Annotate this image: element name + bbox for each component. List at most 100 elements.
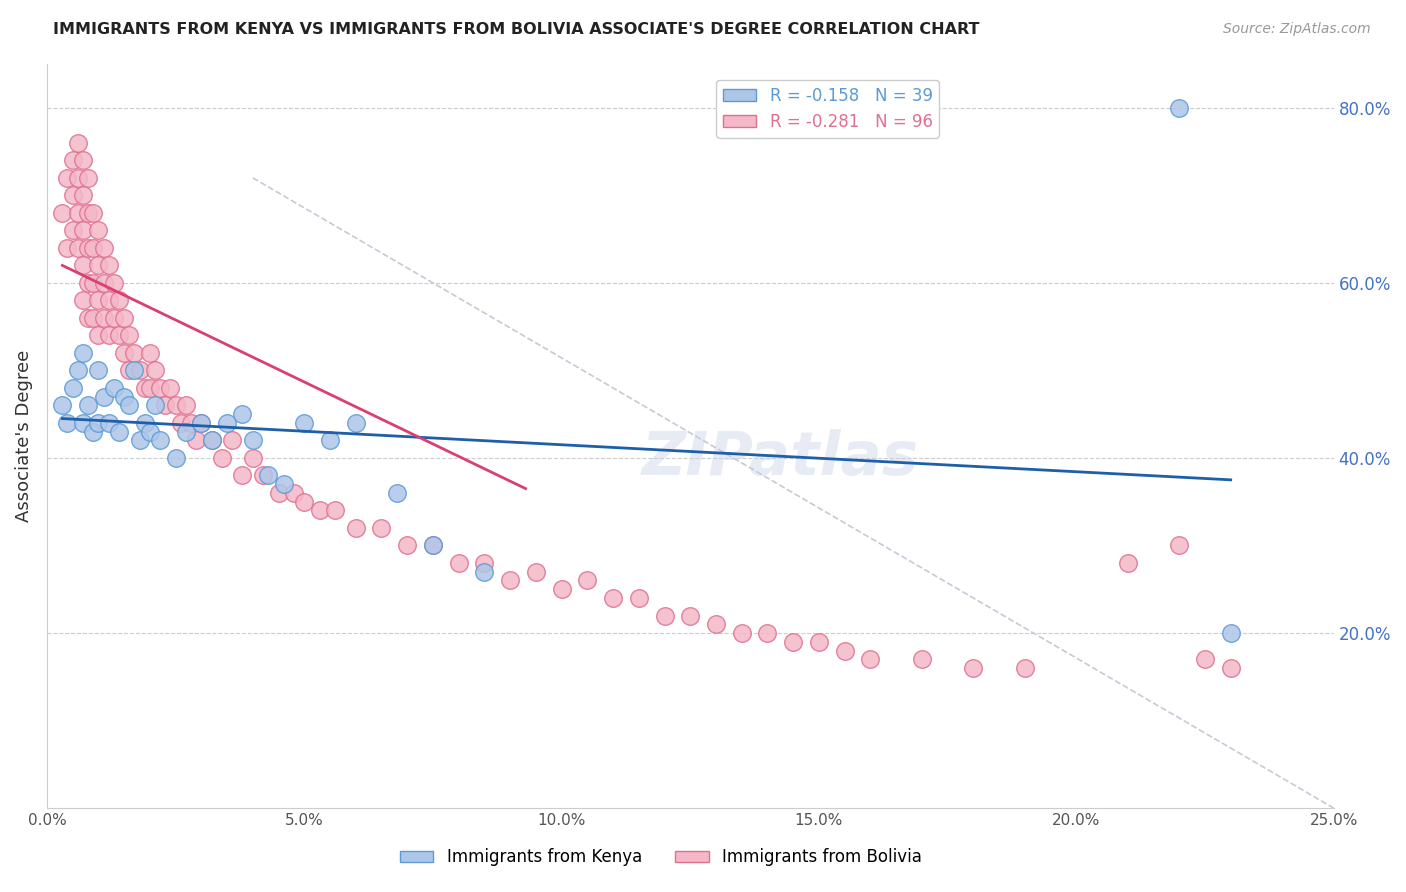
Text: IMMIGRANTS FROM KENYA VS IMMIGRANTS FROM BOLIVIA ASSOCIATE'S DEGREE CORRELATION : IMMIGRANTS FROM KENYA VS IMMIGRANTS FROM… <box>53 22 980 37</box>
Point <box>155 399 177 413</box>
Point <box>134 381 156 395</box>
Point <box>165 450 187 465</box>
Point <box>143 363 166 377</box>
Point <box>66 363 89 377</box>
Point <box>911 652 934 666</box>
Point <box>370 521 392 535</box>
Point <box>82 206 104 220</box>
Point <box>385 486 408 500</box>
Point <box>221 434 243 448</box>
Point <box>139 425 162 439</box>
Point <box>731 626 754 640</box>
Point <box>77 170 100 185</box>
Point <box>112 346 135 360</box>
Point <box>87 363 110 377</box>
Point <box>319 434 342 448</box>
Point <box>66 206 89 220</box>
Point <box>93 276 115 290</box>
Point <box>87 259 110 273</box>
Point <box>1168 101 1191 115</box>
Point <box>87 293 110 308</box>
Point <box>56 416 79 430</box>
Point <box>108 425 131 439</box>
Point <box>97 416 120 430</box>
Point <box>174 425 197 439</box>
Point <box>252 468 274 483</box>
Point <box>1168 539 1191 553</box>
Legend: Immigrants from Kenya, Immigrants from Bolivia: Immigrants from Kenya, Immigrants from B… <box>394 842 928 873</box>
Point <box>66 241 89 255</box>
Point <box>77 206 100 220</box>
Point <box>93 390 115 404</box>
Point <box>103 310 125 325</box>
Point <box>782 634 804 648</box>
Point <box>72 416 94 430</box>
Point <box>139 346 162 360</box>
Point <box>292 416 315 430</box>
Point <box>103 381 125 395</box>
Point <box>257 468 280 483</box>
Point <box>149 434 172 448</box>
Point <box>143 399 166 413</box>
Point <box>190 416 212 430</box>
Point <box>82 310 104 325</box>
Point <box>87 328 110 343</box>
Point <box>1219 626 1241 640</box>
Point <box>292 494 315 508</box>
Point <box>576 574 599 588</box>
Point <box>118 399 141 413</box>
Point <box>82 276 104 290</box>
Point <box>77 276 100 290</box>
Point <box>128 434 150 448</box>
Y-axis label: Associate's Degree: Associate's Degree <box>15 350 32 522</box>
Point <box>56 170 79 185</box>
Point <box>108 293 131 308</box>
Point <box>93 310 115 325</box>
Point <box>962 661 984 675</box>
Point <box>499 574 522 588</box>
Point <box>174 399 197 413</box>
Point <box>474 565 496 579</box>
Point <box>149 381 172 395</box>
Point <box>97 259 120 273</box>
Point <box>170 416 193 430</box>
Point <box>308 503 330 517</box>
Point <box>550 582 572 597</box>
Point <box>273 477 295 491</box>
Point <box>66 136 89 150</box>
Point <box>82 425 104 439</box>
Point <box>72 188 94 202</box>
Point <box>1014 661 1036 675</box>
Point <box>679 608 702 623</box>
Point <box>215 416 238 430</box>
Point <box>344 521 367 535</box>
Point <box>602 591 624 605</box>
Point <box>72 259 94 273</box>
Point <box>524 565 547 579</box>
Point <box>190 416 212 430</box>
Point <box>627 591 650 605</box>
Point <box>87 223 110 237</box>
Point <box>112 390 135 404</box>
Point <box>267 486 290 500</box>
Point <box>165 399 187 413</box>
Point <box>77 241 100 255</box>
Point <box>211 450 233 465</box>
Point <box>1219 661 1241 675</box>
Point <box>72 293 94 308</box>
Point <box>66 170 89 185</box>
Point <box>422 539 444 553</box>
Point <box>242 450 264 465</box>
Point <box>654 608 676 623</box>
Point <box>82 241 104 255</box>
Point <box>396 539 419 553</box>
Point <box>51 206 73 220</box>
Text: ZIPatlas: ZIPatlas <box>641 429 920 488</box>
Point <box>97 328 120 343</box>
Point <box>56 241 79 255</box>
Point <box>72 223 94 237</box>
Point <box>1194 652 1216 666</box>
Point <box>323 503 346 517</box>
Point <box>344 416 367 430</box>
Point <box>859 652 882 666</box>
